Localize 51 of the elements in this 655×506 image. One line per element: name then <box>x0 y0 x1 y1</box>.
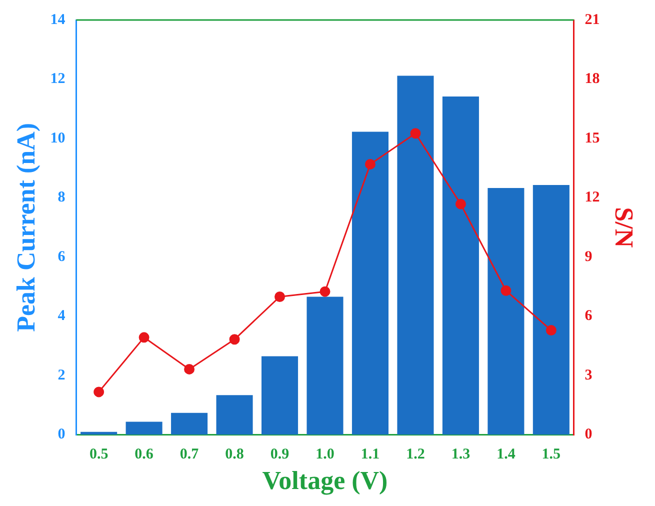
y-tick-label: 6 <box>58 248 66 265</box>
bar <box>532 185 570 435</box>
point <box>500 285 512 296</box>
x-tick-label: 1.0 <box>316 446 334 463</box>
y-tick-label: 2 <box>58 367 66 384</box>
point <box>184 364 195 374</box>
bar <box>126 422 162 435</box>
y-tick-label: 10 <box>50 130 66 146</box>
x-tick-label: 0.9 <box>270 446 290 463</box>
point <box>410 128 421 139</box>
bar <box>171 412 208 435</box>
bar <box>216 395 253 435</box>
y2-tick-label: 9 <box>584 248 592 265</box>
point <box>94 386 104 398</box>
bar <box>306 296 344 435</box>
x-tick-label: 1.2 <box>406 446 425 463</box>
y2-tick-label: 0 <box>584 426 592 443</box>
y2-tick-label: 18 <box>584 71 600 88</box>
y2-tick-label: 3 <box>584 367 592 384</box>
x-tick-label: 1.3 <box>451 446 470 463</box>
point <box>274 291 286 302</box>
y-axis-title: Peak Current (nA) <box>11 122 40 332</box>
bar <box>397 76 434 435</box>
y2-axis-title: S/N <box>610 207 639 248</box>
y-tick-label: 4 <box>58 308 66 324</box>
x-tick-label: 1.4 <box>496 446 516 463</box>
x-tick-label: 0.6 <box>134 446 154 463</box>
x-tick-label: 0.5 <box>89 446 108 463</box>
y2-tick-label: 6 <box>584 308 593 324</box>
x-axis-title: Voltage (V) <box>262 466 388 496</box>
y-tick-label: 12 <box>50 71 66 88</box>
y2-tick-label: 12 <box>584 190 600 206</box>
y-tick-label: 0 <box>58 426 66 443</box>
bar <box>262 356 298 435</box>
y-tick-label: 14 <box>50 12 66 28</box>
bar <box>488 188 524 435</box>
y-tick-label: 8 <box>58 190 66 206</box>
point <box>229 334 240 345</box>
point <box>364 158 376 170</box>
y2-tick-label: 21 <box>584 12 600 28</box>
point <box>138 332 150 343</box>
x-tick-label: 1.1 <box>360 446 380 463</box>
point <box>455 198 466 210</box>
y2-tick-label: 15 <box>584 130 600 146</box>
x-tick-label: 1.5 <box>542 446 561 463</box>
point <box>320 286 330 297</box>
x-tick-label: 0.8 <box>225 446 244 463</box>
point <box>546 325 556 336</box>
bar <box>352 132 388 435</box>
x-tick-label: 0.7 <box>180 446 200 463</box>
bar <box>442 96 479 435</box>
